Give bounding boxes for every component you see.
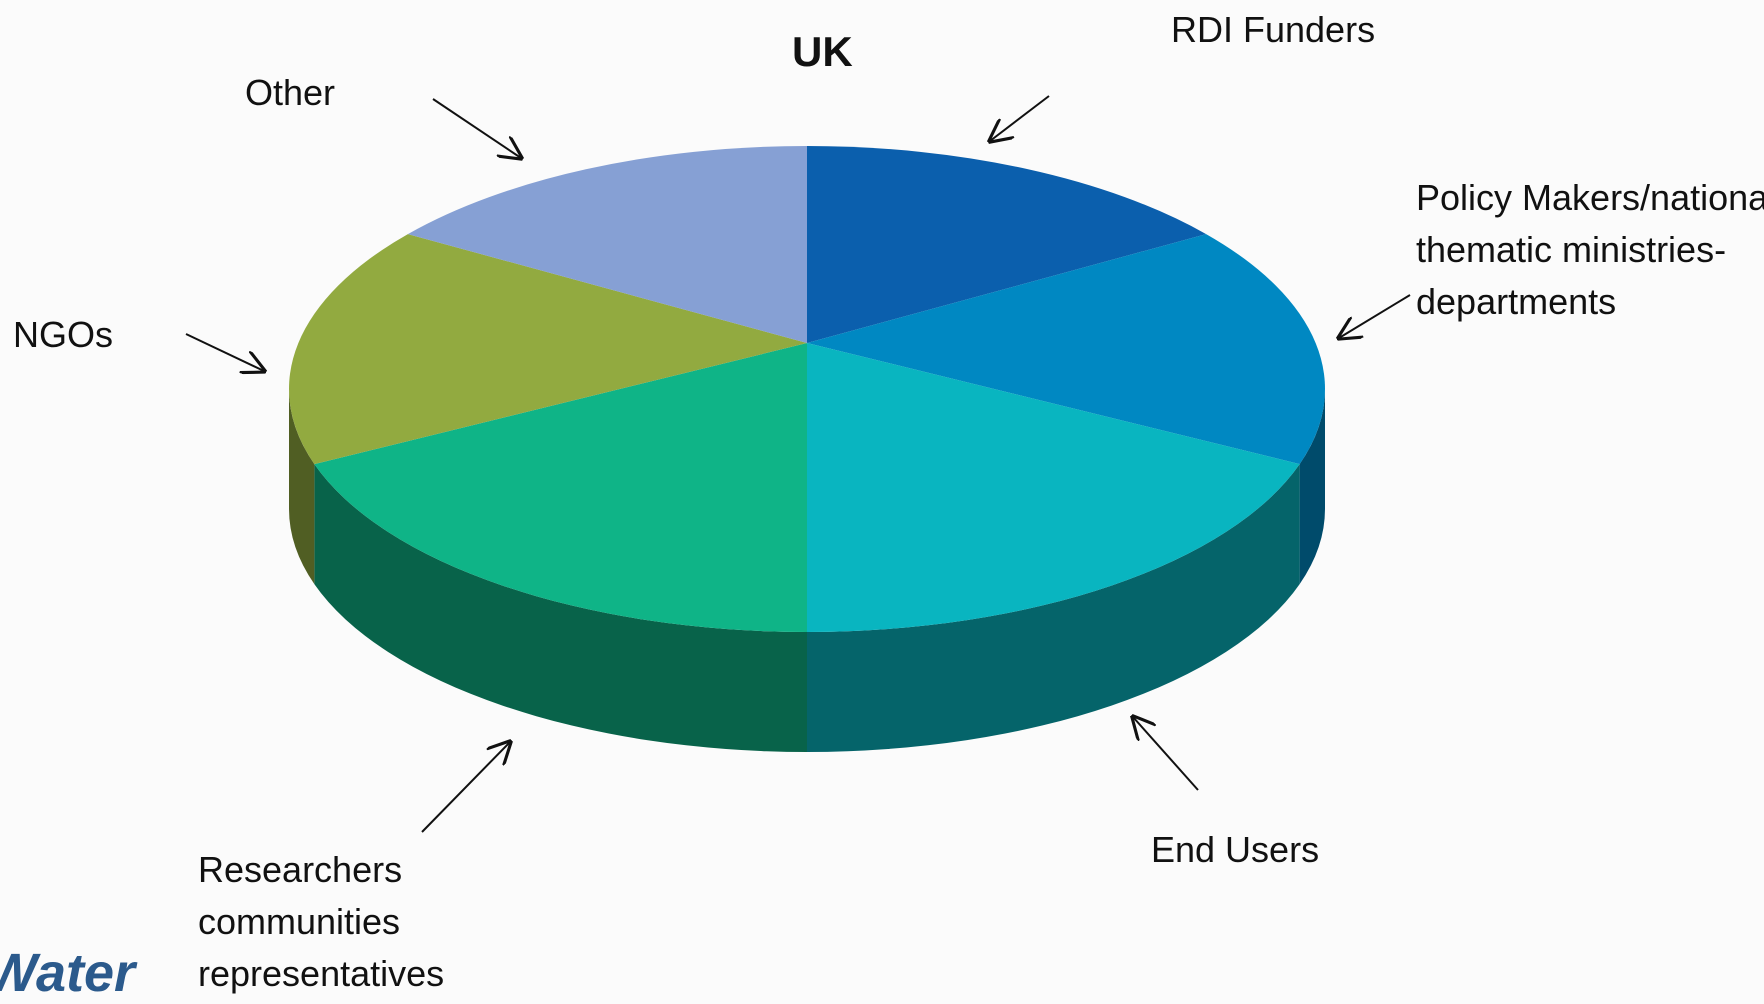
slice-label: Other xyxy=(245,72,336,113)
pie-slice xyxy=(807,234,1325,465)
pie-slice xyxy=(407,146,807,343)
slice-label: Researchers communities representatives xyxy=(198,849,445,994)
chart-title: UK xyxy=(792,28,853,75)
pie-slice xyxy=(807,146,1207,343)
arrow xyxy=(990,95,1050,141)
pie-slice xyxy=(289,234,807,465)
pie-side xyxy=(1299,389,1325,585)
pie-tops xyxy=(289,146,1325,632)
pie-side xyxy=(314,464,807,752)
pie-slice xyxy=(314,343,807,632)
arrow xyxy=(185,333,264,371)
slice-label: End Users xyxy=(1151,829,1320,870)
slice-label: Policy Makers/national thematic ministri… xyxy=(1416,177,1764,322)
arrow xyxy=(432,98,521,158)
slice-label: RDI Funders xyxy=(1171,9,1376,50)
arrow xyxy=(421,742,510,833)
arrow xyxy=(1339,294,1411,338)
pie-slice xyxy=(807,343,1300,632)
slice-label: NGOs xyxy=(13,314,114,355)
pie-sides xyxy=(289,389,1325,752)
arrows xyxy=(185,95,1411,833)
logo: Water xyxy=(0,943,136,1003)
pie-side xyxy=(289,389,315,585)
pie-side xyxy=(807,464,1300,752)
arrow xyxy=(1133,717,1199,791)
